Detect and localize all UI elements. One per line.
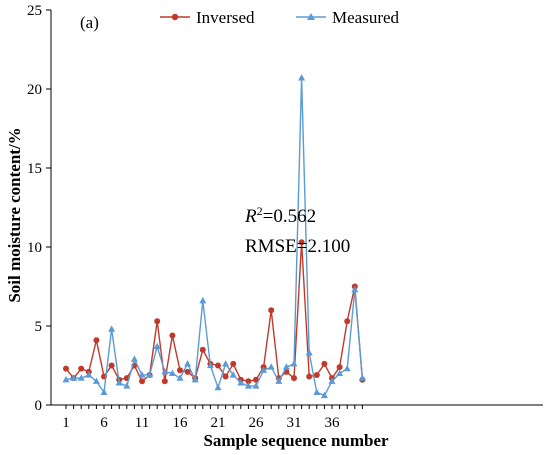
data-point-inversed	[177, 367, 183, 374]
x-tick-label: 31	[287, 415, 302, 431]
data-point-measured	[100, 388, 108, 395]
data-point-inversed	[321, 360, 328, 367]
x-tick-label: 11	[135, 415, 149, 431]
data-point-measured	[229, 371, 237, 378]
data-point-measured	[85, 371, 93, 378]
data-point-measured	[123, 382, 131, 389]
data-point-measured	[62, 375, 70, 383]
data-point-inversed	[253, 376, 259, 383]
data-point-measured	[260, 366, 268, 373]
data-point-measured	[282, 363, 290, 370]
data-point-inversed	[154, 318, 161, 325]
x-tick-label: 21	[211, 415, 226, 431]
data-point-measured	[161, 368, 169, 375]
data-point-measured	[214, 383, 222, 391]
data-point-inversed	[93, 337, 100, 344]
data-point-measured	[298, 74, 306, 81]
data-point-inversed	[268, 307, 275, 314]
data-point-measured	[184, 360, 192, 367]
data-point-measured	[176, 374, 184, 381]
data-point-measured	[222, 360, 230, 367]
data-point-measured	[290, 360, 298, 367]
data-point-measured	[206, 361, 214, 369]
x-tick-label: 26	[249, 415, 265, 431]
data-point-inversed	[78, 365, 85, 372]
y-axis-title: Soil moisture content/%	[5, 127, 24, 302]
data-point-measured	[336, 369, 344, 376]
data-point-measured	[153, 342, 161, 350]
data-point-measured	[237, 379, 245, 386]
data-point-inversed	[298, 239, 305, 246]
data-point-inversed	[199, 346, 206, 353]
legend-label-inversed: Inversed	[196, 8, 255, 27]
data-point-measured	[191, 375, 199, 383]
data-point-measured	[305, 349, 313, 356]
data-point-measured	[343, 364, 351, 372]
data-point-inversed	[184, 368, 191, 375]
data-point-inversed	[139, 378, 145, 385]
data-point-measured	[70, 374, 78, 381]
y-tick-label: 0	[35, 398, 43, 414]
data-point-measured	[199, 296, 207, 304]
legend: Inversed Measured	[160, 8, 400, 27]
y-tick-label: 25	[27, 3, 42, 19]
data-point-inversed	[306, 373, 313, 380]
x-tick-label: 36	[325, 415, 341, 431]
y-tick-label: 15	[27, 161, 42, 177]
legend-label-measured: Measured	[332, 8, 400, 27]
series-line-inversed	[65, 242, 364, 383]
data-point-measured	[115, 379, 123, 386]
data-point-measured	[328, 377, 336, 384]
data-point-measured	[108, 325, 116, 332]
data-point-measured	[358, 374, 366, 381]
data-point-inversed	[169, 332, 176, 339]
data-point-inversed	[161, 378, 168, 385]
x-tick-label: 1	[62, 415, 70, 431]
legend-marker-inversed	[171, 13, 179, 21]
data-point-inversed	[215, 362, 221, 369]
y-tick-label: 20	[27, 82, 42, 98]
data-point-measured	[168, 369, 176, 376]
r2-annotation: R2=0.562	[244, 204, 316, 227]
x-axis-title: Sample sequence number	[203, 431, 389, 450]
y-tick-label: 5	[35, 319, 43, 335]
y-tick-label: 10	[27, 240, 42, 256]
data-point-measured	[252, 382, 260, 389]
legend-marker-measured	[307, 13, 315, 20]
series-line-measured	[65, 77, 364, 397]
panel-label: (a)	[80, 13, 99, 32]
data-point-measured	[92, 377, 100, 384]
data-point-measured	[313, 388, 321, 395]
data-point-measured	[320, 391, 328, 399]
data-point-measured	[77, 374, 85, 381]
data-point-inversed	[108, 362, 115, 369]
data-point-inversed	[336, 364, 343, 371]
data-point-inversed	[313, 371, 320, 378]
data-point-inversed	[291, 375, 297, 382]
data-point-inversed	[222, 373, 229, 380]
data-point-measured	[267, 363, 275, 370]
rmse-annotation: RMSE=2.100	[245, 236, 350, 257]
x-tick-label: 16	[173, 415, 189, 431]
data-point-inversed	[344, 318, 351, 325]
data-point-measured	[138, 371, 146, 378]
series-layer	[62, 74, 366, 399]
data-point-measured	[244, 382, 252, 389]
data-point-inversed	[245, 378, 252, 385]
data-point-measured	[275, 377, 283, 384]
data-point-inversed	[63, 365, 69, 372]
data-point-measured	[351, 285, 359, 293]
x-tick-label: 6	[100, 415, 108, 431]
data-point-measured	[130, 355, 138, 362]
data-point-inversed	[230, 360, 237, 367]
data-point-measured	[146, 371, 154, 378]
